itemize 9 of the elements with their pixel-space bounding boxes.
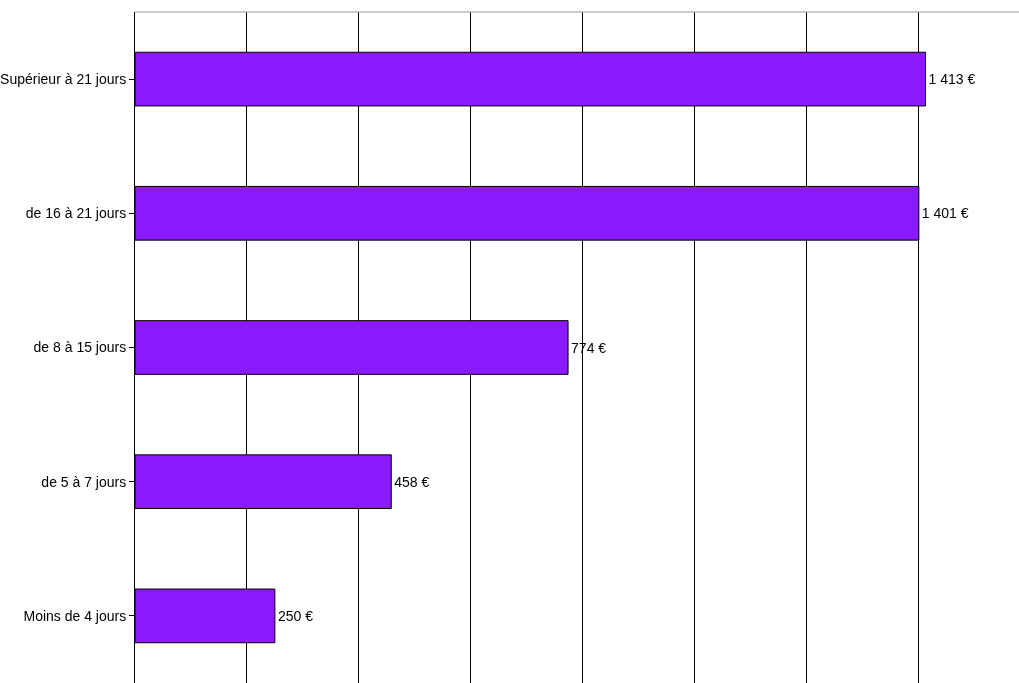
y-tick-label: de 5 à 7 jours bbox=[41, 473, 127, 490]
y-tick-label: Supérieur à 21 jours bbox=[0, 71, 127, 87]
y-tick-label: Moins de 4 jours bbox=[23, 607, 127, 624]
data-label: 250 € bbox=[277, 607, 314, 624]
data-label: 1 413 € bbox=[928, 71, 976, 88]
data-label: 458 € bbox=[394, 473, 430, 490]
y-tick-label: de 16 à 21 jours bbox=[25, 205, 127, 222]
y-tick-label: de 8 à 15 jours bbox=[33, 339, 127, 356]
data-label: 1 401 € bbox=[921, 205, 969, 222]
